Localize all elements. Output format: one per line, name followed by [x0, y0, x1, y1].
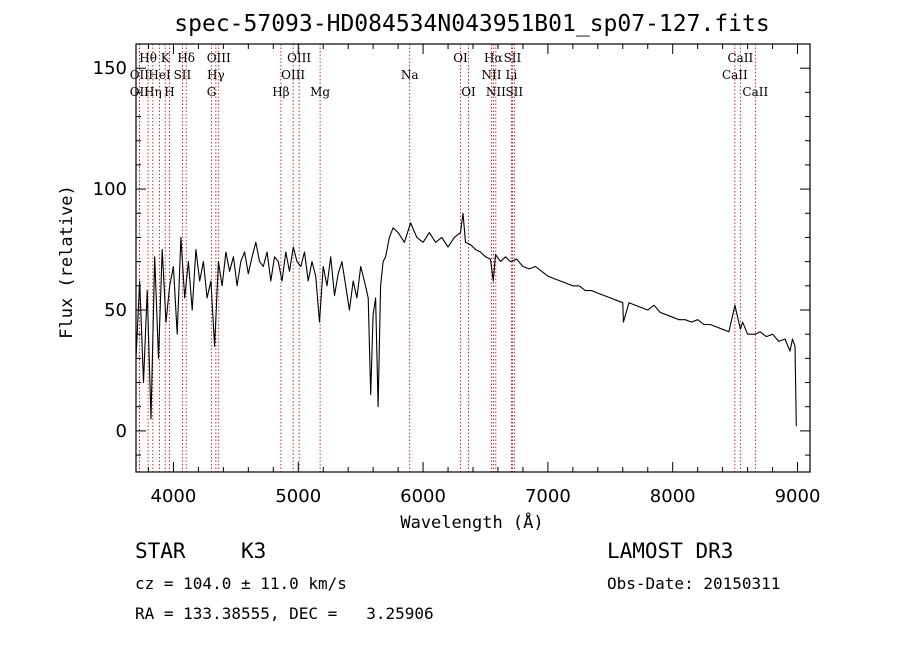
- y-tick-label: 150: [93, 58, 127, 79]
- line-label: CaII: [727, 51, 753, 65]
- survey-name: LAMOST DR3: [607, 539, 734, 563]
- line-label: CaII: [722, 68, 748, 82]
- y-tick-label: 50: [104, 300, 127, 321]
- x-tick-label: 4000: [151, 486, 197, 507]
- object-class: STAR: [135, 539, 186, 563]
- line-label: K: [161, 51, 171, 65]
- line-label: Hδ: [177, 51, 195, 65]
- line-label: OIII: [207, 51, 231, 65]
- line-label: OIII: [281, 68, 305, 82]
- line-label: SII: [505, 85, 523, 99]
- line-label: HeI: [148, 68, 171, 82]
- line-label: OIII: [287, 51, 311, 65]
- line-label: OII: [130, 68, 150, 82]
- x-tick-label: 9000: [775, 486, 821, 507]
- line-label: Mg: [310, 85, 330, 99]
- x-axis-label: Wavelength (Å): [400, 511, 543, 533]
- x-tick-label: 5000: [275, 486, 321, 507]
- chart-title: spec-57093-HD084534N043951B01_sp07-127.f…: [174, 11, 769, 37]
- line-label: Li: [506, 68, 518, 82]
- line-label: H: [164, 85, 174, 99]
- line-label: NII: [486, 85, 506, 99]
- line-label: Hη: [144, 85, 162, 99]
- redshift-value: cz = 104.0 ± 11.0 km/s: [135, 574, 347, 593]
- coordinates: RA = 133.38555, DEC = 3.25906: [135, 604, 434, 623]
- object-subclass: K3: [241, 539, 267, 563]
- line-label: G: [207, 85, 217, 99]
- line-label: Hθ: [139, 51, 157, 65]
- line-label: Hα: [484, 51, 503, 65]
- x-tick-label: 6000: [400, 486, 446, 507]
- line-label: OI: [461, 85, 476, 99]
- spectrum-line: [135, 212, 797, 427]
- line-label: Hγ: [207, 68, 225, 82]
- line-label: OI: [453, 51, 468, 65]
- line-label: Na: [401, 68, 419, 82]
- x-tick-label: 7000: [525, 486, 571, 507]
- line-label: NII: [481, 68, 501, 82]
- axis-ticks: 4000 5000 6000 7000 8000 9000 0 50 100 150: [93, 44, 821, 507]
- y-tick-label: 100: [93, 179, 127, 200]
- line-label: CaII: [742, 85, 768, 99]
- plot-frame: [135, 43, 811, 473]
- observation-date: Obs-Date: 20150311: [607, 574, 781, 593]
- line-label: SII: [504, 51, 522, 65]
- x-tick-label: 8000: [650, 486, 696, 507]
- y-tick-label: 0: [116, 421, 127, 442]
- spectrum-series: [135, 212, 797, 427]
- line-label: SII: [174, 68, 192, 82]
- line-label: Hβ: [272, 85, 289, 99]
- y-axis-label: Flux (relative): [57, 185, 77, 339]
